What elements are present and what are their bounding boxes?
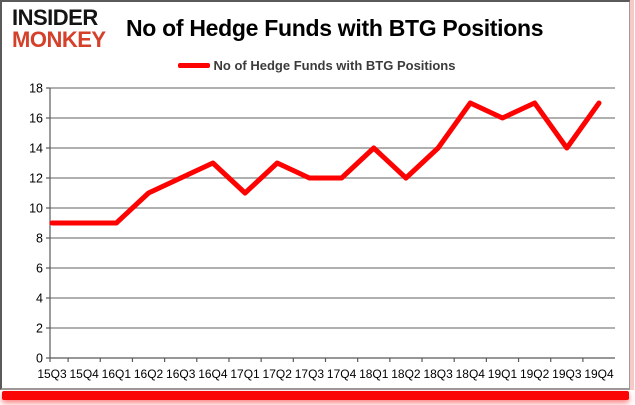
chart-frame: INSIDER MONKEY No of Hedge Funds with BT… [0,0,631,390]
svg-text:16Q4: 16Q4 [198,367,228,381]
svg-text:8: 8 [36,232,43,246]
svg-text:16: 16 [29,112,43,126]
svg-text:18Q3: 18Q3 [423,367,453,381]
legend: No of Hedge Funds with BTG Positions [2,58,631,73]
svg-text:19Q2: 19Q2 [520,367,550,381]
svg-text:12: 12 [29,172,43,186]
svg-text:19Q1: 19Q1 [488,367,518,381]
svg-text:4: 4 [36,292,43,306]
svg-text:10: 10 [29,202,43,216]
bottom-accent-bar [2,391,629,400]
svg-text:18: 18 [29,82,43,96]
svg-text:15Q4: 15Q4 [69,367,99,381]
svg-text:15Q3: 15Q3 [37,367,67,381]
svg-text:19Q3: 19Q3 [552,367,582,381]
svg-text:16Q2: 16Q2 [134,367,164,381]
svg-text:14: 14 [29,142,43,156]
svg-text:17Q1: 17Q1 [230,367,260,381]
legend-line-swatch [177,63,210,68]
legend-label: No of Hedge Funds with BTG Positions [213,58,456,73]
svg-text:0: 0 [36,352,43,366]
svg-text:19Q4: 19Q4 [584,367,614,381]
svg-text:17Q2: 17Q2 [263,367,293,381]
svg-text:17Q3: 17Q3 [295,367,325,381]
logo-text-insider: INSIDER [12,5,98,30]
svg-text:18Q4: 18Q4 [456,367,486,381]
right-accent-edge [630,0,634,390]
logo-text-monkey: MONKEY [12,27,106,52]
svg-text:17Q4: 17Q4 [327,367,357,381]
svg-text:18Q1: 18Q1 [359,367,389,381]
svg-text:6: 6 [36,262,43,276]
svg-text:16Q3: 16Q3 [166,367,196,381]
chart-title: No of Hedge Funds with BTG Positions [126,15,544,41]
svg-text:18Q2: 18Q2 [391,367,421,381]
svg-text:16Q1: 16Q1 [102,367,132,381]
svg-text:2: 2 [36,322,43,336]
insider-monkey-logo: INSIDER MONKEY [12,6,106,52]
